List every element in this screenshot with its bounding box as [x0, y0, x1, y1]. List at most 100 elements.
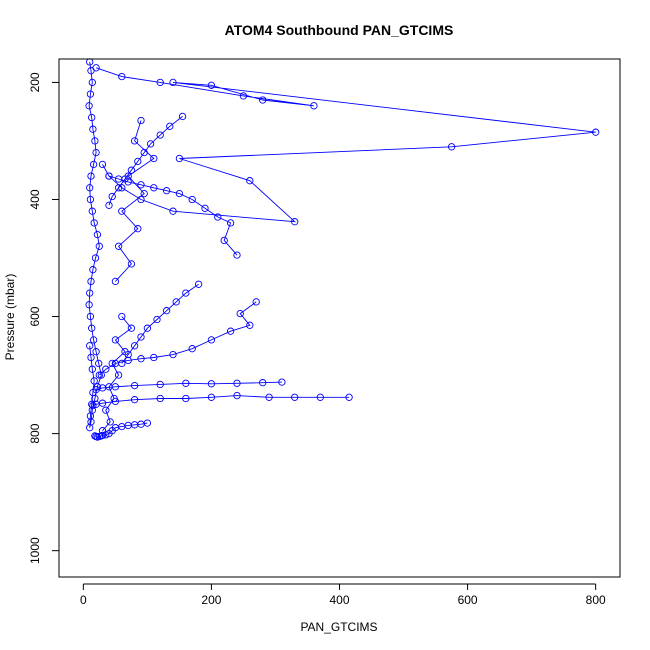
- data-point: [127, 260, 136, 268]
- data-point: [87, 172, 95, 180]
- data-point: [92, 400, 100, 408]
- data-point: [105, 429, 113, 438]
- data-point: [89, 336, 98, 344]
- data-point: [278, 378, 286, 386]
- data-point: [162, 187, 171, 195]
- data-point: [156, 131, 164, 139]
- data-point: [156, 78, 164, 87]
- series-line: [92, 395, 350, 406]
- data-point: [207, 380, 216, 388]
- data-point: [207, 81, 216, 89]
- series-line: [95, 67, 596, 223]
- series-8: [118, 280, 203, 368]
- data-layer: [85, 58, 600, 441]
- series-line: [102, 316, 133, 431]
- data-point: [188, 345, 196, 353]
- data-point: [118, 72, 126, 81]
- data-point: [89, 401, 97, 410]
- data-point: [89, 125, 97, 133]
- x-axis: 0 200 400 600 800: [80, 583, 606, 607]
- data-point: [592, 128, 600, 136]
- data-point: [88, 324, 96, 332]
- data-point: [105, 201, 113, 209]
- data-point: [85, 102, 93, 110]
- data-point: [162, 307, 171, 315]
- data-point: [114, 371, 123, 379]
- series-10: [98, 312, 136, 435]
- data-point: [92, 148, 100, 157]
- data-point: [86, 289, 94, 297]
- data-point: [169, 350, 177, 359]
- x-axis-label: PAN_GTCIMS: [300, 620, 377, 634]
- series-2: [89, 391, 353, 410]
- data-point: [265, 393, 273, 401]
- data-point: [105, 383, 113, 391]
- series-line: [88, 61, 102, 428]
- data-point: [214, 213, 222, 221]
- data-point: [150, 154, 158, 163]
- data-point: [201, 204, 209, 212]
- data-point: [137, 116, 145, 125]
- data-point: [246, 321, 254, 329]
- data-point: [87, 353, 95, 362]
- data-point: [137, 181, 145, 189]
- data-point: [124, 356, 132, 365]
- data-point: [252, 298, 260, 306]
- data-point: [87, 277, 95, 286]
- series-6: [91, 419, 152, 441]
- data-point: [175, 154, 184, 163]
- data-point: [130, 137, 139, 145]
- data-point: [291, 393, 299, 401]
- data-point: [92, 64, 100, 72]
- data-point: [259, 96, 267, 104]
- data-point: [220, 236, 228, 245]
- data-point: [86, 312, 95, 321]
- data-point: [233, 379, 241, 387]
- data-point: [85, 301, 93, 309]
- data-point: [95, 371, 103, 379]
- series-5: [105, 172, 241, 259]
- data-point: [233, 391, 241, 400]
- series-line: [121, 283, 199, 364]
- data-point: [90, 219, 98, 227]
- x-tick-label: 200: [201, 593, 221, 607]
- y-axis-label: Pressure (mbar): [3, 274, 17, 361]
- data-point: [88, 207, 96, 215]
- plot-frame: [58, 58, 621, 578]
- series-line: [108, 175, 238, 256]
- data-point: [111, 336, 120, 344]
- data-point: [86, 195, 95, 204]
- data-point: [97, 371, 105, 379]
- data-point: [194, 280, 203, 288]
- data-point: [118, 312, 126, 321]
- data-point: [88, 365, 96, 373]
- data-point: [89, 266, 97, 274]
- x-tick-label: 400: [329, 593, 349, 607]
- data-point: [108, 192, 116, 201]
- data-point: [102, 406, 110, 414]
- series-line: [115, 120, 155, 282]
- data-point: [137, 355, 145, 363]
- data-point: [114, 184, 123, 192]
- data-point: [310, 102, 318, 110]
- data-point: [182, 289, 190, 297]
- data-point: [130, 381, 139, 390]
- data-point: [166, 122, 174, 130]
- data-point: [188, 195, 196, 204]
- y-tick-label: 600: [28, 306, 42, 326]
- data-point: [127, 324, 136, 332]
- data-point: [150, 184, 158, 192]
- data-point: [291, 218, 299, 226]
- data-point: [169, 78, 177, 87]
- data-point: [88, 113, 96, 122]
- data-point: [108, 359, 116, 368]
- data-point: [105, 172, 113, 180]
- data-point: [118, 207, 126, 215]
- data-point: [91, 254, 100, 262]
- data-point: [140, 189, 148, 198]
- series-9: [111, 116, 158, 286]
- data-point: [153, 315, 161, 324]
- data-point: [345, 393, 353, 401]
- data-point: [226, 219, 235, 227]
- data-point: [86, 184, 94, 192]
